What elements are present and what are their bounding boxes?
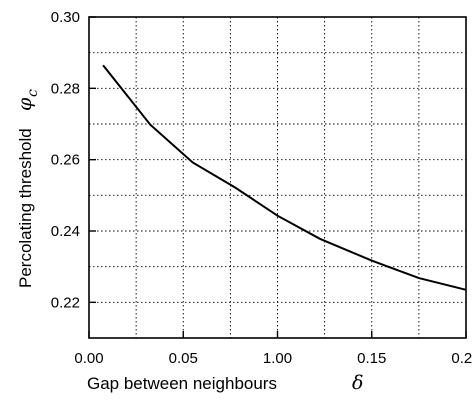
y-axis-symbol: φ — [14, 97, 36, 111]
series-lines — [103, 65, 466, 290]
x-tick-labels: 0.00 0.05 1.00 0.15 0.20 — [74, 350, 472, 367]
y-tick-label: 0.30 — [51, 9, 80, 26]
y-tick-label: 0.22 — [51, 294, 80, 311]
series-line-0 — [103, 65, 466, 290]
y-tick-label: 0.24 — [51, 223, 80, 240]
gridlines — [89, 17, 466, 338]
y-tick-label: 0.28 — [51, 80, 80, 97]
y-tick-labels: 0.22 0.24 0.26 0.28 0.30 — [51, 9, 80, 311]
x-tick-label: 0.20 — [451, 350, 472, 367]
x-tick-label: 0.15 — [357, 350, 386, 367]
x-axis-symbol: δ — [352, 372, 363, 394]
y-axis-symbol-subscript: c — [25, 89, 41, 97]
y-axis-label: Percolating threshold — [16, 128, 35, 288]
x-tick-label: 1.00 — [263, 350, 292, 367]
y-tick-label: 0.26 — [51, 152, 80, 169]
x-axis-label: Gap between neighbours — [87, 374, 277, 393]
x-tick-label: 0.05 — [169, 350, 198, 367]
x-tick-label: 0.00 — [74, 350, 103, 367]
